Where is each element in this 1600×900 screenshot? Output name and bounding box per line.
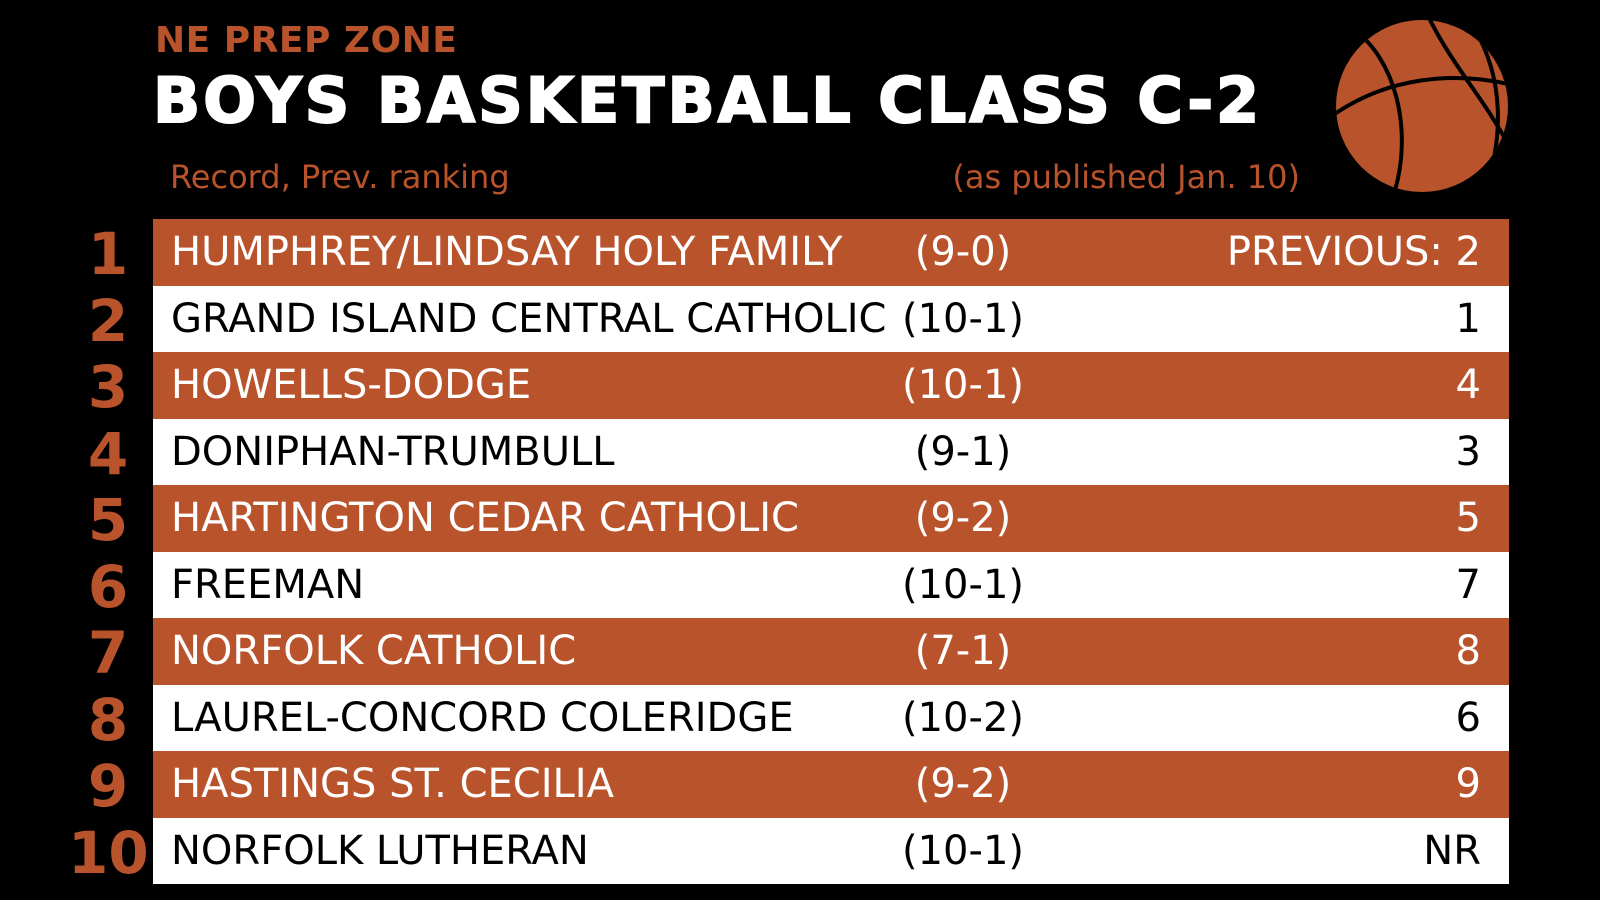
team-record: (10-1)	[902, 362, 1024, 408]
previous-ranking: 3	[1455, 428, 1481, 475]
previous-ranking: PREVIOUS: 2	[1226, 229, 1481, 275]
rank-number: 8	[87, 685, 129, 754]
team-record: (10-1)	[902, 827, 1024, 874]
rank-number: 10	[68, 818, 149, 887]
previous-ranking: 1	[1455, 295, 1481, 342]
previous-ranking: NR	[1423, 827, 1481, 874]
team-name: NORFOLK LUTHERAN	[171, 827, 589, 874]
rank-number: 6	[87, 552, 129, 621]
brand-label: NE PREP ZONE	[155, 20, 458, 61]
ranking-row: 3 HOWELLS-DODGE (10-1) 4	[88, 352, 1509, 421]
ranking-row: 2 GRAND ISLAND CENTRAL CATHOLIC (10-1) 1	[88, 285, 1509, 355]
ranking-row: 9 HASTINGS ST. CECILIA (9-2) 9	[88, 751, 1509, 820]
rank-number: 1	[87, 220, 129, 288]
ranking-row: 5 HARTINGTON CEDAR CATHOLIC (9-2) 5	[88, 485, 1509, 554]
rank-number: 3	[87, 353, 129, 421]
team-record: (10-1)	[902, 295, 1024, 342]
previous-ranking: 5	[1455, 495, 1481, 541]
ranking-row: 8 LAUREL-CONCORD COLERIDGE (10-2) 6	[88, 684, 1509, 754]
ranking-row: 10 NORFOLK LUTHERAN (10-1) NR	[68, 817, 1509, 887]
previous-ranking: 8	[1455, 628, 1481, 674]
ranking-row: 4 DONIPHAN-TRUMBULL (9-1) 3	[88, 418, 1509, 488]
rank-number: 9	[87, 752, 129, 820]
ranking-row: 6 FREEMAN (10-1) 7	[88, 551, 1509, 621]
rankings-table: 1 HUMPHREY/LINDSAY HOLY FAMILY (9-0) PREVIO…	[68, 219, 1509, 887]
team-record: (10-1)	[902, 561, 1024, 608]
team-name: HUMPHREY/LINDSAY HOLY FAMILY	[171, 229, 843, 275]
team-record: (9-2)	[914, 761, 1012, 807]
page-title: BOYS BASKETBALL CLASS C-2	[152, 63, 1263, 138]
legend-note: Record, Prev. ranking	[170, 158, 510, 196]
team-name: GRAND ISLAND CENTRAL CATHOLIC	[171, 295, 887, 342]
team-name: DONIPHAN-TRUMBULL	[171, 428, 615, 475]
ranking-row: 1 HUMPHREY/LINDSAY HOLY FAMILY (9-0) PREVIO…	[88, 219, 1509, 288]
rank-number: 7	[87, 619, 129, 687]
team-record: (10-2)	[902, 694, 1024, 741]
team-record: (9-1)	[914, 428, 1012, 475]
team-name: HARTINGTON CEDAR CATHOLIC	[171, 495, 799, 541]
ranking-row: 7 NORFOLK CATHOLIC (7-1) 8	[88, 618, 1509, 687]
basketball-icon	[1336, 20, 1508, 192]
team-name: HOWELLS-DODGE	[171, 362, 532, 408]
rank-number: 2	[87, 286, 129, 355]
team-record: (9-0)	[914, 229, 1012, 275]
team-name: NORFOLK CATHOLIC	[171, 628, 577, 674]
team-record: (7-1)	[914, 628, 1012, 674]
team-name: HASTINGS ST. CECILIA	[171, 761, 614, 807]
previous-ranking: 4	[1455, 362, 1481, 408]
team-name: LAUREL-CONCORD COLERIDGE	[171, 694, 794, 741]
rank-number: 4	[87, 419, 129, 488]
previous-ranking: 9	[1455, 761, 1481, 807]
team-record: (9-2)	[914, 495, 1012, 541]
previous-ranking: 6	[1455, 694, 1481, 741]
published-date-note: (as published Jan. 10)	[952, 158, 1300, 196]
team-name: FREEMAN	[171, 561, 365, 608]
rank-number: 5	[87, 486, 129, 554]
previous-ranking: 7	[1455, 561, 1481, 608]
